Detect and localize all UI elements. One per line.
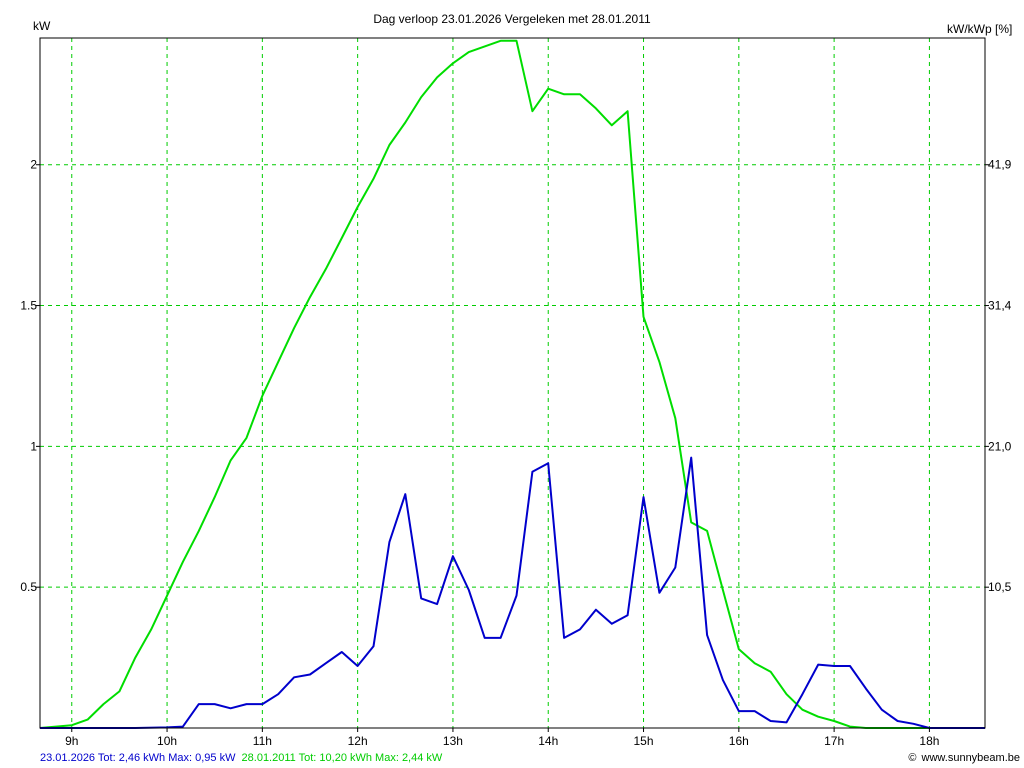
- x-tick-label: 15h: [634, 734, 654, 748]
- y2-tick-label: 21,0: [988, 439, 1012, 453]
- y-tick-label: 1: [30, 439, 37, 453]
- x-tick-label: 13h: [443, 734, 463, 748]
- y-tick-label: 0.5: [20, 580, 37, 594]
- y-axis-label: kW: [33, 19, 51, 33]
- chart-title: Dag verloop 23.01.2026 Vergeleken met 28…: [373, 12, 651, 26]
- series-line-2: [39, 39, 985, 729]
- y-tick-label: 1.5: [20, 299, 37, 313]
- x-tick-label: 16h: [729, 734, 749, 748]
- series-lines: [39, 39, 985, 729]
- tick-labels: 9h 10h 11h 12h 13h 14h 15h 16h 17h 18h 0.5 1 1.5 2 10,…: [20, 158, 1011, 748]
- x-tick-label: 12h: [348, 734, 368, 748]
- x-tick-label: 17h: [824, 734, 844, 748]
- footer-series2: 28.01.2011 Tot: 10,20 kWh Max: 2,44 kW: [242, 752, 443, 764]
- x-tick-label: 9h: [65, 734, 78, 748]
- x-tick-label: 11h: [253, 734, 272, 748]
- footer-credit: © www.sunnybeam.be: [908, 752, 1020, 764]
- y2-tick-label: 41,9: [988, 158, 1012, 172]
- copyright-symbol: ©: [908, 752, 916, 764]
- x-tick-label: 14h: [538, 734, 558, 748]
- footer-series1: 23.01.2026 Tot: 2,46 kWh Max: 0,95 kW: [40, 752, 236, 764]
- x-tick-label: 10h: [157, 734, 177, 748]
- x-tick-label: 18h: [919, 734, 939, 748]
- series-line-1: [40, 456, 985, 729]
- credit-link: www.sunnybeam.be: [921, 752, 1020, 764]
- y-tick-label: 2: [30, 158, 37, 172]
- axes: [39, 37, 986, 729]
- y2-axis-label: kW/kWp [%]: [947, 22, 1012, 36]
- y2-tick-label: 10,5: [988, 580, 1012, 594]
- grid: [40, 38, 985, 728]
- footer-summary: 23.01.2026 Tot: 2,46 kWh Max: 0,95 kW 28…: [40, 752, 443, 764]
- plot-frame: [39, 37, 986, 729]
- y2-tick-label: 31,4: [988, 299, 1012, 313]
